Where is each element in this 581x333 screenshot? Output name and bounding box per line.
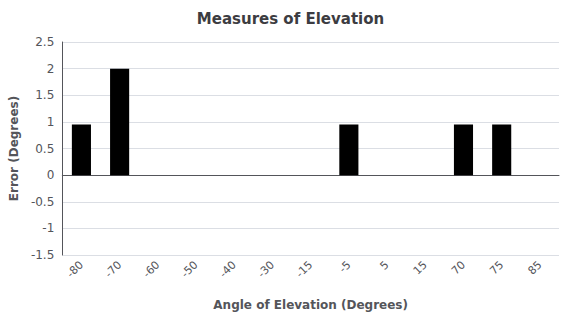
svg-text:2: 2 [47,62,55,76]
svg-text:-0.5: -0.5 [31,195,54,209]
svg-text:2.5: 2.5 [35,35,54,49]
svg-text:-30: -30 [255,258,277,280]
svg-text:5: 5 [378,258,392,272]
svg-text:70: 70 [449,258,468,277]
svg-text:-1: -1 [42,221,54,235]
svg-text:Error (Degrees): Error (Degrees) [7,96,21,201]
svg-text:-80: -80 [64,258,86,280]
svg-text:-60: -60 [141,258,163,280]
svg-text:-40: -40 [217,258,239,280]
svg-text:1: 1 [47,115,55,129]
svg-text:-1.5: -1.5 [31,248,54,262]
svg-text:0.5: 0.5 [35,142,54,156]
svg-text:0: 0 [47,168,55,182]
svg-text:Measures of Elevation: Measures of Elevation [197,10,384,28]
svg-text:-15: -15 [293,258,315,280]
svg-text:75: 75 [487,258,506,277]
svg-text:Angle of Elevation (Degrees): Angle of Elevation (Degrees) [213,298,408,312]
svg-text:15: 15 [411,258,430,277]
svg-text:-70: -70 [102,258,124,280]
svg-text:-50: -50 [179,258,201,280]
svg-text:1.5: 1.5 [35,88,54,102]
svg-text:85: 85 [525,258,544,277]
svg-text:-5: -5 [337,258,354,275]
